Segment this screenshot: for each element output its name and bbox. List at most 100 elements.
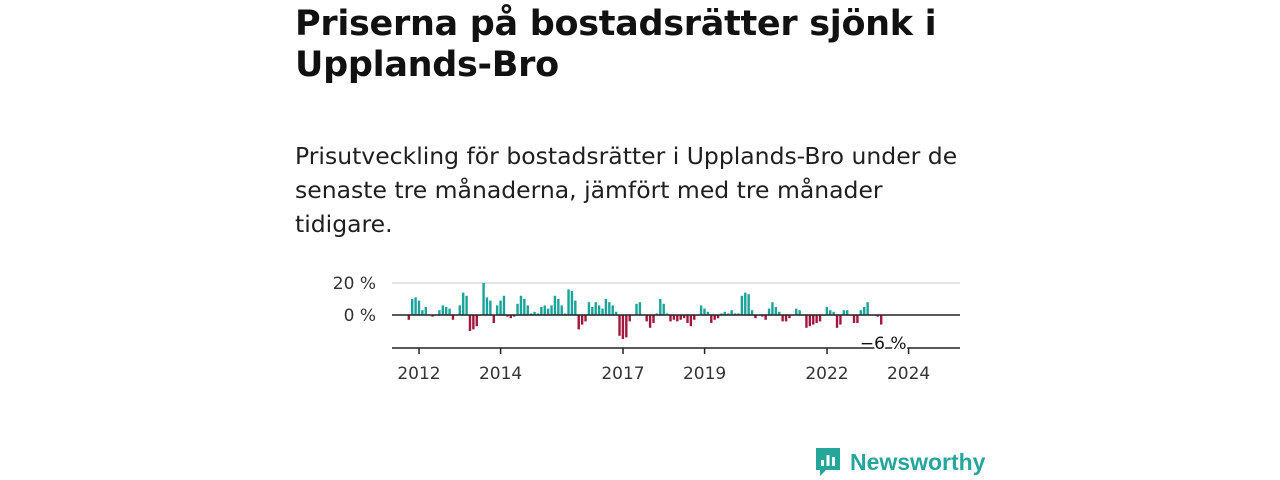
bar [533,311,536,315]
bar [795,308,798,315]
brand-logo[interactable]: Newsworthy [814,446,985,478]
bar [693,315,696,320]
bar [747,294,750,315]
bar [846,310,849,315]
bar [570,291,574,315]
bar [519,295,523,315]
bar [614,311,618,315]
bar [580,315,584,325]
bar [835,315,839,328]
bar [597,305,601,315]
bar [509,315,512,319]
bar [723,311,727,315]
bar [778,311,781,315]
bar [407,315,410,320]
bar [546,308,550,315]
y-tick-label: 20 % [333,274,376,294]
bar [784,315,788,322]
bar [608,302,611,315]
bar [699,305,703,315]
bar [421,310,424,315]
bar [812,315,815,325]
bar [417,300,421,315]
bar [744,292,747,315]
bar [540,307,543,315]
newsworthy-logo-icon [816,448,840,476]
bar [489,300,492,315]
chart-subtitle: Prisutveckling för bostadsrätter i Uppla… [295,142,958,238]
bar [475,315,478,327]
bar [499,300,502,315]
bar [557,299,560,315]
page-title: Priserna på bostadsrätter sjönk i Upplan… [295,4,937,85]
bar [774,307,778,315]
bar [713,315,716,320]
bar [591,307,594,315]
bar [880,315,883,325]
bar [740,295,744,315]
bar [485,297,489,315]
bar [502,295,506,315]
x-tick-label: 2017 [601,364,644,384]
bar [679,315,682,320]
bar [461,292,465,315]
bar [594,302,597,315]
x-tick-label: 2022 [805,364,848,384]
bar [771,302,774,315]
bars-layer [407,283,883,339]
bar [495,305,499,315]
bar [676,315,679,322]
bar [468,315,472,331]
bar [750,310,754,315]
bar [856,315,859,323]
label-layer: 0 % 20 % 2012 2014 2017 2019 2022 2024 −6 % [333,274,930,384]
bar [621,315,625,339]
bar [716,315,720,319]
bar [767,308,771,315]
chart-card: Priserna på bostadsrätter sjönk i Upplan… [295,0,975,238]
bar [577,315,580,330]
axis-layer [392,314,960,354]
bar [601,308,604,315]
bar [859,310,863,315]
bar [441,305,444,315]
bar [669,315,672,322]
bar [611,305,614,315]
x-tick-label: 2019 [683,364,726,384]
last-value-label: −6 % [860,334,907,354]
bar [839,315,842,325]
bar [444,307,448,315]
bar [825,307,829,315]
bar [808,315,812,327]
x-tick-label: 2012 [397,364,440,384]
bar [560,305,563,315]
bar [798,310,801,315]
bar [682,315,686,319]
bar [832,311,835,315]
bar [842,310,846,315]
bar [472,315,475,330]
bar [543,305,546,315]
bar [550,305,553,315]
bar [852,315,856,323]
y-tick-label: 0 % [344,306,376,326]
bar [625,315,628,338]
bar [818,315,822,322]
bar [638,302,642,315]
bar [662,303,665,315]
bar [414,297,417,315]
bar [652,315,655,323]
bar [781,315,784,322]
bar [451,315,455,320]
bar [438,310,441,315]
bar [567,289,570,315]
bar [458,305,461,315]
bar [424,307,427,315]
bar [815,315,818,323]
bar [863,307,866,315]
bar [645,315,648,322]
bar [587,302,591,315]
bar [448,308,451,315]
bar [465,295,468,315]
